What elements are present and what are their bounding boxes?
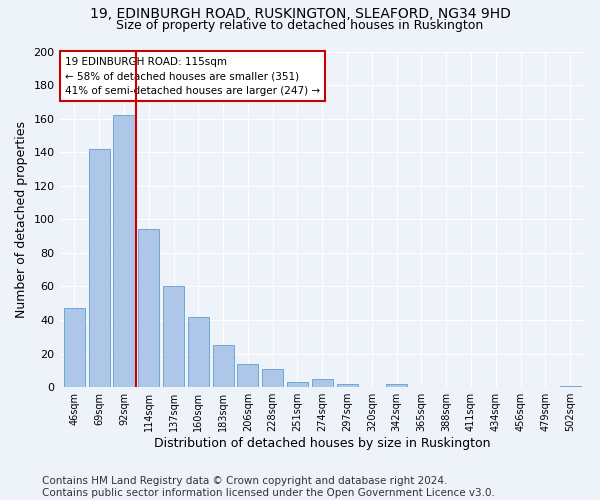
Bar [89,149,110,387]
Text: Contains HM Land Registry data © Crown copyright and database right 2024.
Contai: Contains HM Land Registry data © Crown c… [42,476,495,498]
Bar [138,230,160,387]
Bar [238,364,259,387]
Bar [212,345,233,387]
Text: 19, EDINBURGH ROAD, RUSKINGTON, SLEAFORD, NG34 9HD: 19, EDINBURGH ROAD, RUSKINGTON, SLEAFORD… [89,8,511,22]
Bar [188,316,209,387]
Text: 19 EDINBURGH ROAD: 115sqm
← 58% of detached houses are smaller (351)
41% of semi: 19 EDINBURGH ROAD: 115sqm ← 58% of detac… [65,56,320,96]
Bar [163,286,184,387]
Text: Size of property relative to detached houses in Ruskington: Size of property relative to detached ho… [116,19,484,32]
Bar [64,308,85,387]
Y-axis label: Number of detached properties: Number of detached properties [15,121,28,318]
Bar [337,384,358,387]
Bar [312,379,333,387]
Bar [262,368,283,387]
Bar [386,384,407,387]
Bar [113,116,134,387]
Bar [287,382,308,387]
X-axis label: Distribution of detached houses by size in Ruskington: Distribution of detached houses by size … [154,437,491,450]
Bar [560,386,581,387]
